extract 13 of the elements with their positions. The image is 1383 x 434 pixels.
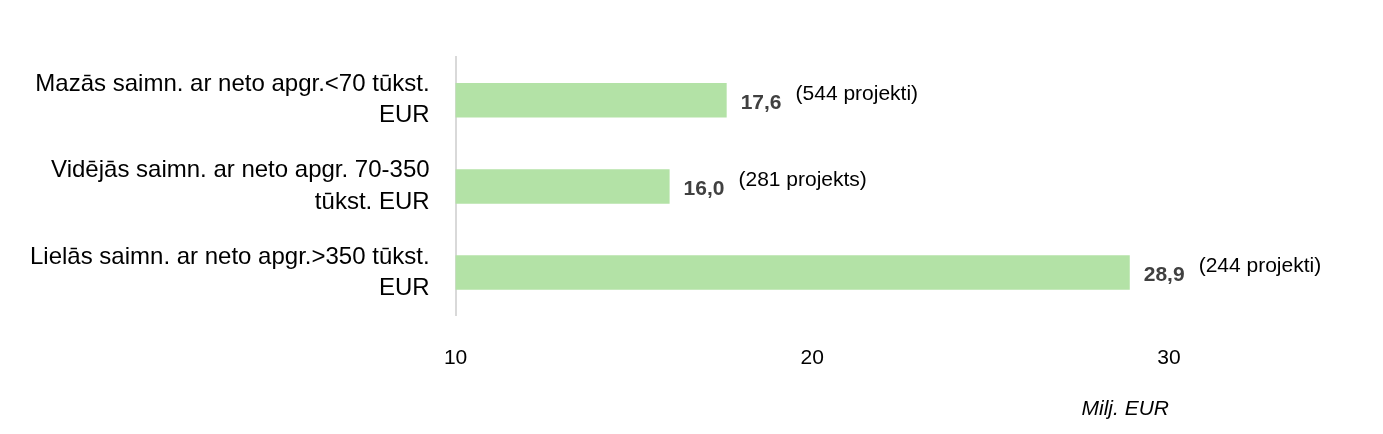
x-axis-title: Milj. EUR (1081, 396, 1169, 420)
y-tick-label: Mazās saimn. ar neto apgr.<70 tūkst. EUR (35, 69, 430, 128)
text: (244 projekti) (1198, 253, 1322, 277)
data-label: 16,0 (683, 176, 725, 200)
data-label: 28,9 (1143, 262, 1185, 286)
y-tick-label: Lielās saimn. ar neto apgr.>350 tūkst. EUR (30, 241, 430, 300)
data-label: 17,6 (740, 90, 782, 114)
y-tick-label: Vidējās saimn. ar neto apgr. 70-350 tūkst. EUR (51, 155, 430, 214)
x-tick-label: 30 (1157, 345, 1181, 368)
x-tick-label: 20 (800, 345, 824, 368)
annotation: (544 projekti) (795, 81, 919, 105)
annotation: (281 projekts) (738, 167, 867, 191)
x-tick-label: 10 (443, 345, 468, 368)
